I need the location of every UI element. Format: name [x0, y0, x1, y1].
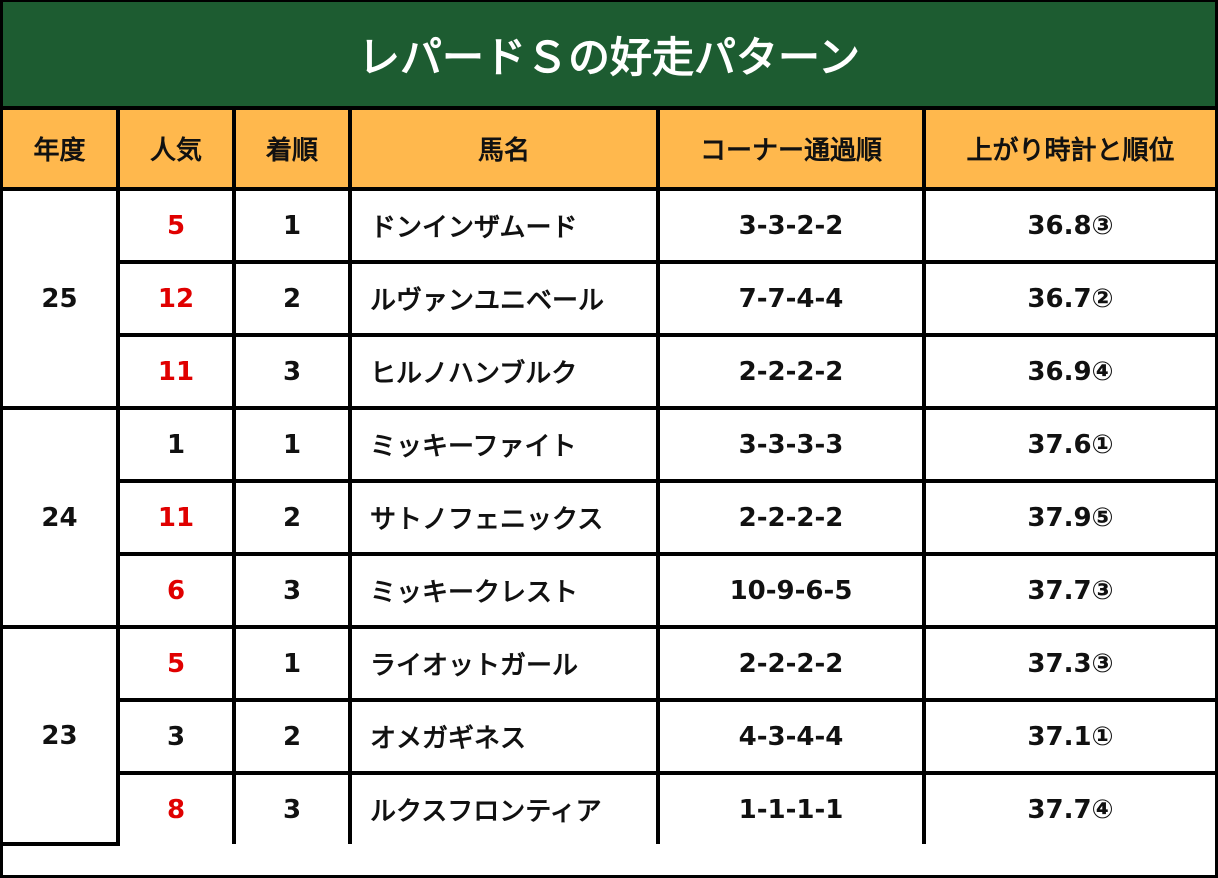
popularity-cell: 1: [116, 406, 236, 483]
corners-cell: 2-2-2-2: [656, 333, 926, 410]
finish-cell: 1: [232, 187, 352, 264]
table-row: 12 2 ルヴァンユニベール 7-7-4-4 36.7②: [3, 260, 1215, 337]
corners-cell: 10-9-6-5: [656, 552, 926, 629]
corners-cell: 2-2-2-2: [656, 479, 926, 556]
horse-cell: ミッキーファイト: [348, 406, 660, 483]
popularity-cell: 5: [116, 187, 236, 264]
corners-cell: 4-3-4-4: [656, 698, 926, 775]
popularity-cell: 11: [118, 479, 236, 556]
popularity-cell: 12: [118, 260, 236, 337]
last3f-cell: 37.3③: [922, 625, 1215, 702]
result-table: 年度 人気 着順 馬名 コーナー通過順 上がり時計と順位 25 5 1 ドンインザムード 3-3-…: [3, 110, 1215, 846]
table-row: 3 2 オメガギネス 4-3-4-4 37.1①: [3, 698, 1215, 775]
horse-cell: ライオットガール: [348, 625, 660, 702]
finish-cell: 2: [232, 260, 352, 337]
year-cell: 23: [3, 625, 120, 846]
finish-cell: 1: [232, 625, 352, 702]
last3f-cell: 36.8③: [922, 187, 1215, 264]
horse-cell: ミッキークレスト: [348, 552, 660, 629]
finish-cell: 3: [232, 552, 352, 629]
last3f-cell: 37.9⑤: [922, 479, 1215, 556]
column-header: 着順: [232, 110, 352, 191]
horse-cell: ドンインザムード: [348, 187, 660, 264]
year-cell: 25: [3, 187, 120, 410]
table-row: 8 3 ルクスフロンティア 1-1-1-1 37.7④: [3, 771, 1215, 844]
table-row: 6 3 ミッキークレスト 10-9-6-5 37.7③: [3, 552, 1215, 629]
header-row: 年度 人気 着順 馬名 コーナー通過順 上がり時計と順位: [3, 110, 1215, 191]
last3f-cell: 37.1①: [922, 698, 1215, 775]
finish-cell: 2: [232, 479, 352, 556]
popularity-cell: 6: [118, 552, 236, 629]
table-row: 24 1 1 ミッキーファイト 3-3-3-3 37.6①: [3, 406, 1215, 629]
horse-cell: オメガギネス: [348, 698, 660, 775]
year-cell: 24: [3, 406, 120, 629]
table-row: 25 5 1 ドンインザムード 3-3-2-2 36.8③: [3, 187, 1215, 410]
corners-cell: 3-3-2-2: [656, 187, 926, 264]
horse-cell: ヒルノハンブルク: [348, 333, 660, 410]
column-header: 馬名: [348, 110, 660, 191]
last3f-cell: 36.7②: [922, 260, 1215, 337]
column-header: 上がり時計と順位: [922, 110, 1215, 191]
last3f-cell: 37.7④: [922, 771, 1215, 844]
popularity-cell: 11: [118, 333, 236, 410]
table-body: 25 5 1 ドンインザムード 3-3-2-2 36.8③ 12 2 ルヴァンユニベール 7-7-…: [3, 187, 1215, 846]
column-header: 人気: [116, 110, 236, 191]
finish-cell: 2: [232, 698, 352, 775]
last3f-cell: 37.7③: [922, 552, 1215, 629]
title: レパードＳの好走パターン: [3, 2, 1215, 110]
horse-cell: サトノフェニックス: [348, 479, 660, 556]
last3f-cell: 37.6①: [922, 406, 1215, 483]
column-header: コーナー通過順: [656, 110, 926, 191]
popularity-cell: 8: [118, 771, 236, 844]
table-row: 11 3 ヒルノハンブルク 2-2-2-2 36.9④: [3, 333, 1215, 410]
horse-cell: ルクスフロンティア: [348, 771, 660, 844]
finish-cell: 1: [232, 406, 352, 483]
column-header: 年度: [3, 110, 120, 191]
corners-cell: 7-7-4-4: [656, 260, 926, 337]
horse-cell: ルヴァンユニベール: [348, 260, 660, 337]
last3f-cell: 36.9④: [922, 333, 1215, 410]
corners-cell: 2-2-2-2: [656, 625, 926, 702]
table-row: 23 5 1 ライオットガール 2-2-2-2 37.3③: [3, 625, 1215, 846]
corners-cell: 1-1-1-1: [656, 771, 926, 844]
popularity-cell: 3: [118, 698, 236, 775]
finish-cell: 3: [232, 333, 352, 410]
table-row: 11 2 サトノフェニックス 2-2-2-2 37.9⑤: [3, 479, 1215, 556]
popularity-cell: 5: [116, 625, 236, 702]
corners-cell: 3-3-3-3: [656, 406, 926, 483]
finish-cell: 3: [232, 771, 352, 844]
